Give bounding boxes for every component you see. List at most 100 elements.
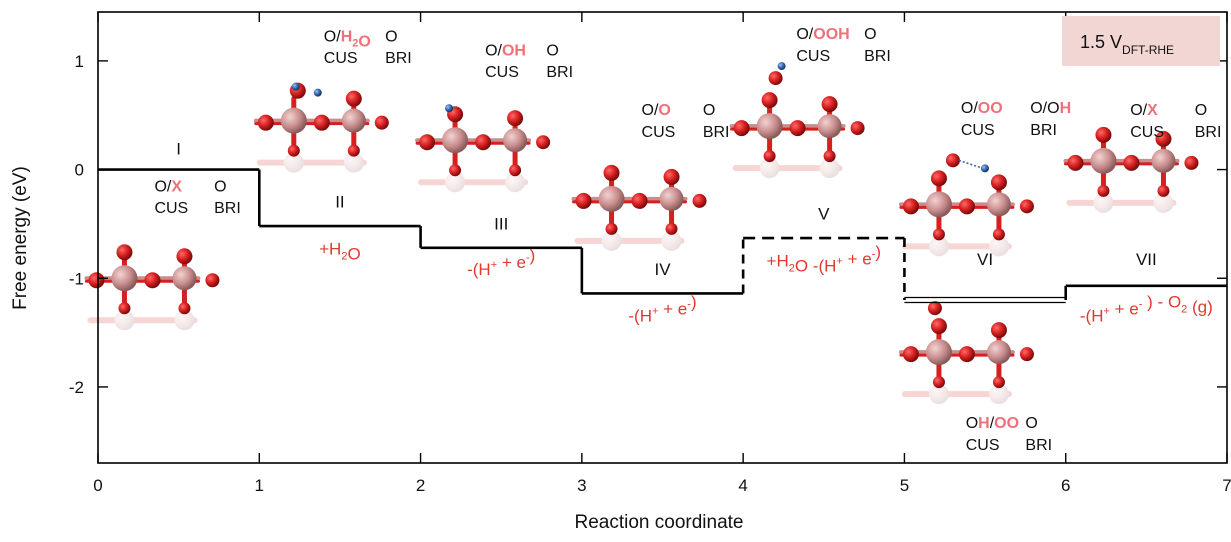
site-label: CUS (1130, 124, 1164, 141)
site-label: CUS (961, 122, 995, 139)
ti-atom (445, 172, 466, 193)
o-atom (789, 120, 806, 137)
site-label: O (864, 26, 876, 43)
state-label: V (818, 205, 830, 224)
site-label: BRI (546, 64, 573, 81)
o-atom (990, 322, 1007, 339)
h-atom (291, 82, 300, 91)
ti-atom (986, 192, 1011, 217)
ti-atom (819, 158, 840, 179)
structure-x (1063, 126, 1199, 213)
ti-atom (1093, 192, 1114, 213)
structure-shadow (901, 236, 1012, 257)
structure-o (571, 164, 707, 251)
structure-ohoo (898, 301, 1034, 405)
o-atom (313, 114, 330, 131)
y-tick-label: 0 (75, 161, 84, 180)
ti-atom (343, 152, 364, 173)
ti-atom (1090, 147, 1117, 174)
o-atom (605, 222, 618, 235)
x-tick-label: 0 (93, 476, 102, 495)
o-atom (930, 170, 947, 187)
o-atom (1019, 199, 1034, 214)
structure-x (84, 244, 220, 331)
site-label: O (214, 178, 226, 195)
o-atom (958, 346, 975, 363)
o-atom (945, 153, 960, 168)
o-atom (178, 302, 191, 315)
o-atom (205, 273, 220, 288)
h-atom (777, 62, 786, 71)
ti-atom (174, 310, 195, 331)
ti-atom (1153, 192, 1174, 213)
o-atom (631, 192, 648, 209)
site-label: O/X (1130, 102, 1158, 119)
ti-atom (442, 127, 469, 154)
site-label: O/OH (1030, 100, 1071, 117)
site-label: BRI (1195, 124, 1222, 141)
o-atom (419, 134, 436, 151)
y-tick-label: -1 (69, 269, 84, 288)
plot-area (97, 11, 1228, 464)
o-atom (1155, 130, 1172, 147)
o-atom (763, 150, 776, 163)
site-label: BRI (385, 50, 412, 67)
structure-shadow (732, 158, 843, 179)
ti-atom (1151, 148, 1176, 173)
o-atom (374, 115, 389, 130)
reaction-label: -(H+ + e-) (467, 246, 535, 279)
site-label: O (385, 28, 397, 45)
structure-shadow (574, 230, 685, 251)
ti-atom (988, 236, 1009, 257)
site-label: O (1025, 415, 1037, 432)
site-label: O (703, 102, 715, 119)
o-atom (176, 248, 193, 265)
badge-sub: DFT-RHE (1122, 43, 1174, 57)
o-atom (958, 198, 975, 215)
site-label: CUS (796, 48, 830, 65)
o-atom (509, 164, 522, 177)
o-atom (1097, 184, 1110, 197)
site-label: CUS (154, 200, 188, 217)
o-atom (575, 192, 592, 209)
o-atom (536, 135, 551, 150)
reaction-label: +H2O (319, 239, 361, 263)
state-label: IV (654, 260, 671, 279)
o-atom (768, 71, 783, 86)
site-label: BRI (864, 48, 891, 65)
site-label: O/OO (961, 100, 1003, 117)
h-bond (958, 159, 984, 170)
structure-shadow (87, 310, 198, 331)
ti-atom (661, 230, 682, 251)
state-label: III (494, 214, 508, 233)
x-tick-label: 7 (1222, 476, 1231, 495)
structure-shadow (901, 384, 1012, 405)
o-atom (88, 272, 105, 289)
structure-oh (415, 104, 551, 193)
x-axis-title: Reaction coordinate (575, 512, 744, 533)
y-tick-label: 1 (75, 52, 84, 71)
o-atom (663, 168, 680, 185)
o-atom (507, 110, 524, 127)
structure-shadow (1066, 192, 1177, 213)
ti-atom (759, 158, 780, 179)
site-label: CUS (642, 124, 676, 141)
badge-text: 1.5 VDFT-RHE (1080, 32, 1174, 57)
x-tick-label: 3 (577, 476, 586, 495)
x-tick-label: 5 (900, 476, 909, 495)
h-atom (980, 164, 989, 173)
x-tick-label: 6 (1061, 476, 1070, 495)
o-atom (347, 144, 360, 157)
reaction-label: -(H+ + e- ) - O2 (g) (1080, 293, 1213, 326)
site-label: O/OH (485, 42, 526, 59)
site-label: BRI (1025, 437, 1052, 454)
o-atom (932, 376, 945, 389)
ti-atom (925, 191, 952, 218)
ti-atom (114, 310, 135, 331)
badge-background (1062, 16, 1220, 66)
structure-h2o (253, 82, 389, 173)
x-tick-label: 4 (738, 476, 747, 495)
ti-atom (503, 128, 528, 153)
ti-atom (988, 384, 1009, 405)
